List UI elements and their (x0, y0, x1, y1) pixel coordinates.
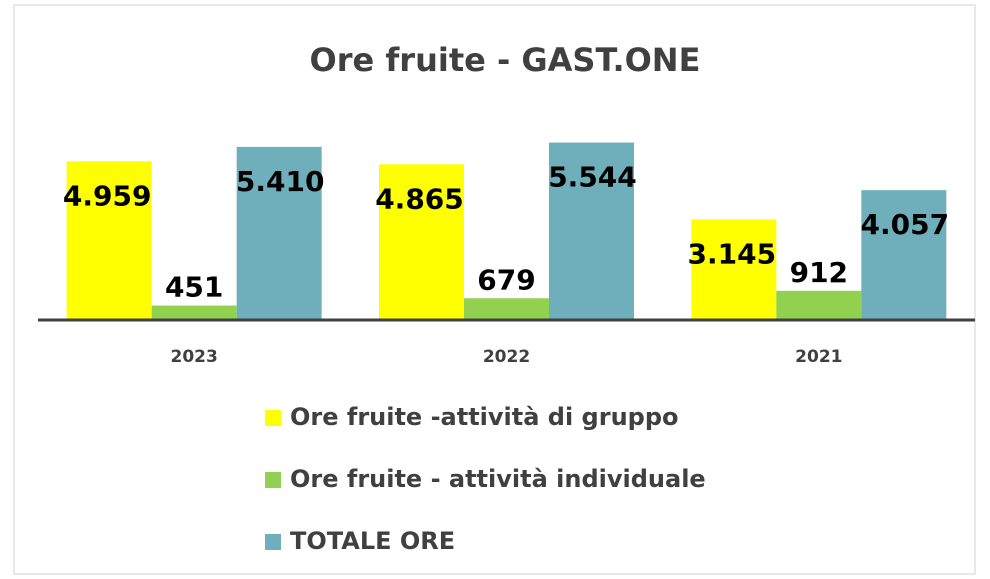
data-label: 4.959 (63, 179, 152, 212)
legend-label: Ore fruite -attività di gruppo (290, 403, 679, 431)
x-tick-label: 2021 (795, 347, 842, 367)
data-label: 4.057 (861, 208, 950, 241)
bar (549, 142, 634, 320)
bar (379, 164, 464, 320)
legend-swatch (265, 472, 281, 488)
bar (464, 298, 549, 320)
data-label: 5.544 (548, 161, 637, 194)
data-label: 4.865 (375, 182, 464, 215)
bar (236, 146, 322, 320)
data-label: 451 (165, 271, 223, 304)
legend-label: TOTALE ORE (290, 527, 455, 555)
bar (691, 219, 777, 320)
data-label: 912 (790, 256, 848, 289)
bar (151, 305, 237, 320)
legend-label: Ore fruite - attività individuale (290, 465, 706, 493)
x-tick-label: 2022 (483, 347, 530, 367)
chart-border (13, 4, 976, 575)
data-label: 679 (477, 263, 535, 296)
legend-swatch (265, 534, 281, 550)
data-label: 3.145 (688, 237, 777, 270)
bar (66, 161, 152, 320)
bar (776, 290, 862, 320)
data-label: 5.410 (236, 165, 325, 198)
bar (861, 190, 947, 320)
legend-swatch (265, 410, 281, 426)
x-tick-label: 2023 (171, 347, 218, 367)
chart-title: Ore fruite - GAST.ONE (310, 41, 701, 79)
